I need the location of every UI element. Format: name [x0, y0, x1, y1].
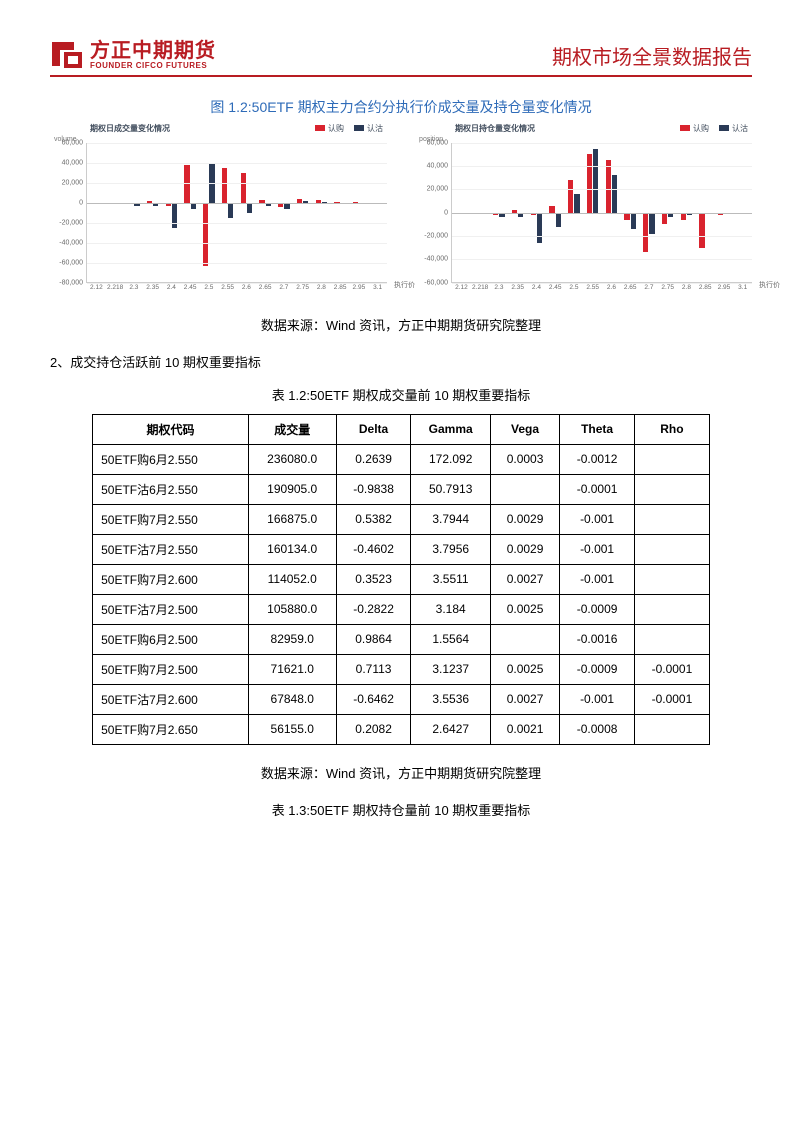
table-header: Gamma	[411, 414, 490, 444]
source-line: 数据来源：Wind 资讯，方正中期期货研究院整理	[50, 315, 752, 334]
bar-put	[649, 213, 654, 234]
logo-icon	[50, 40, 84, 70]
bar-call	[568, 180, 573, 213]
table-row: 50ETF沽7月2.60067848.0-0.64623.55360.0027-…	[93, 684, 710, 714]
section-2-label: 2、成交持仓活跃前 10 期权重要指标	[50, 352, 752, 371]
bar-put	[247, 203, 252, 213]
bar-call	[699, 213, 704, 248]
table-row: 50ETF购7月2.50071621.00.71133.12370.0025-0…	[93, 654, 710, 684]
table2-caption: 表 1.3:50ETF 期权持仓量前 10 期权重要指标	[50, 800, 752, 819]
chart-volume: 期权日成交量变化情况 认购 认沽 volume -80,000-60,000-4…	[50, 123, 387, 297]
table-row: 50ETF购6月2.550236080.00.2639172.0920.0003…	[93, 444, 710, 474]
table-header: Vega	[490, 414, 559, 444]
bar-put	[631, 213, 636, 229]
logo-text-en: FOUNDER CIFCO FUTURES	[90, 62, 216, 71]
table-header: Rho	[635, 414, 710, 444]
table-row: 50ETF沽6月2.550190905.0-0.983850.7913-0.00…	[93, 474, 710, 504]
figure-caption: 图 1.2:50ETF 期权主力合约分执行价成交量及持仓量变化情况	[50, 97, 752, 117]
page-header: 方正中期期货 FOUNDER CIFCO FUTURES 期权市场全景数据报告	[50, 40, 752, 77]
bar-put	[537, 213, 542, 243]
bar-put	[593, 149, 598, 213]
bar-call	[662, 213, 667, 225]
source-line-2: 数据来源：Wind 资讯，方正中期期货研究院整理	[50, 763, 752, 782]
table-row: 50ETF购7月2.65056155.00.20822.64270.0021-0…	[93, 714, 710, 744]
bar-call	[587, 154, 592, 212]
bar-call	[241, 173, 246, 203]
bar-put	[172, 203, 177, 228]
chart-legend: 认购 认沽	[680, 123, 748, 134]
table-header: 期权代码	[93, 414, 249, 444]
table-row: 50ETF购6月2.50082959.00.98641.5564-0.0016	[93, 624, 710, 654]
table-header: 成交量	[248, 414, 336, 444]
bar-call	[184, 165, 189, 203]
bar-call	[624, 213, 629, 220]
table-row: 50ETF沽7月2.550160134.0-0.46023.79560.0029…	[93, 534, 710, 564]
table-header: Delta	[336, 414, 411, 444]
chart-legend: 认购 认沽	[315, 123, 383, 134]
table-caption: 表 1.2:50ETF 期权成交量前 10 期权重要指标	[50, 385, 752, 404]
chart-volume-title: 期权日成交量变化情况	[90, 123, 170, 134]
report-title: 期权市场全景数据报告	[552, 41, 752, 70]
bar-call	[549, 206, 554, 213]
bar-call	[203, 203, 208, 266]
chart-position: 期权日持仓量变化情况 认购 认沽 position -60,000-40,000…	[415, 123, 752, 297]
bar-call	[681, 213, 686, 220]
chart-position-title: 期权日持仓量变化情况	[455, 123, 535, 134]
bar-put	[612, 175, 617, 212]
table-row: 50ETF购7月2.600114052.00.35233.55110.0027-…	[93, 564, 710, 594]
bar-call	[222, 168, 227, 203]
bar-put	[574, 194, 579, 213]
table-header: Theta	[560, 414, 635, 444]
bar-call	[643, 213, 648, 253]
table-row: 50ETF沽7月2.500105880.0-0.28223.1840.0025-…	[93, 594, 710, 624]
table-row: 50ETF购7月2.550166875.00.53823.79440.0029-…	[93, 504, 710, 534]
options-volume-table: 期权代码成交量DeltaGammaVegaThetaRho 50ETF购6月2.…	[92, 414, 710, 745]
bar-put	[228, 203, 233, 218]
logo: 方正中期期货 FOUNDER CIFCO FUTURES	[50, 40, 216, 71]
bar-put	[556, 213, 561, 227]
charts-row: 期权日成交量变化情况 认购 认沽 volume -80,000-60,000-4…	[50, 123, 752, 297]
bar-call	[606, 160, 611, 213]
logo-text-cn: 方正中期期货	[90, 40, 216, 62]
